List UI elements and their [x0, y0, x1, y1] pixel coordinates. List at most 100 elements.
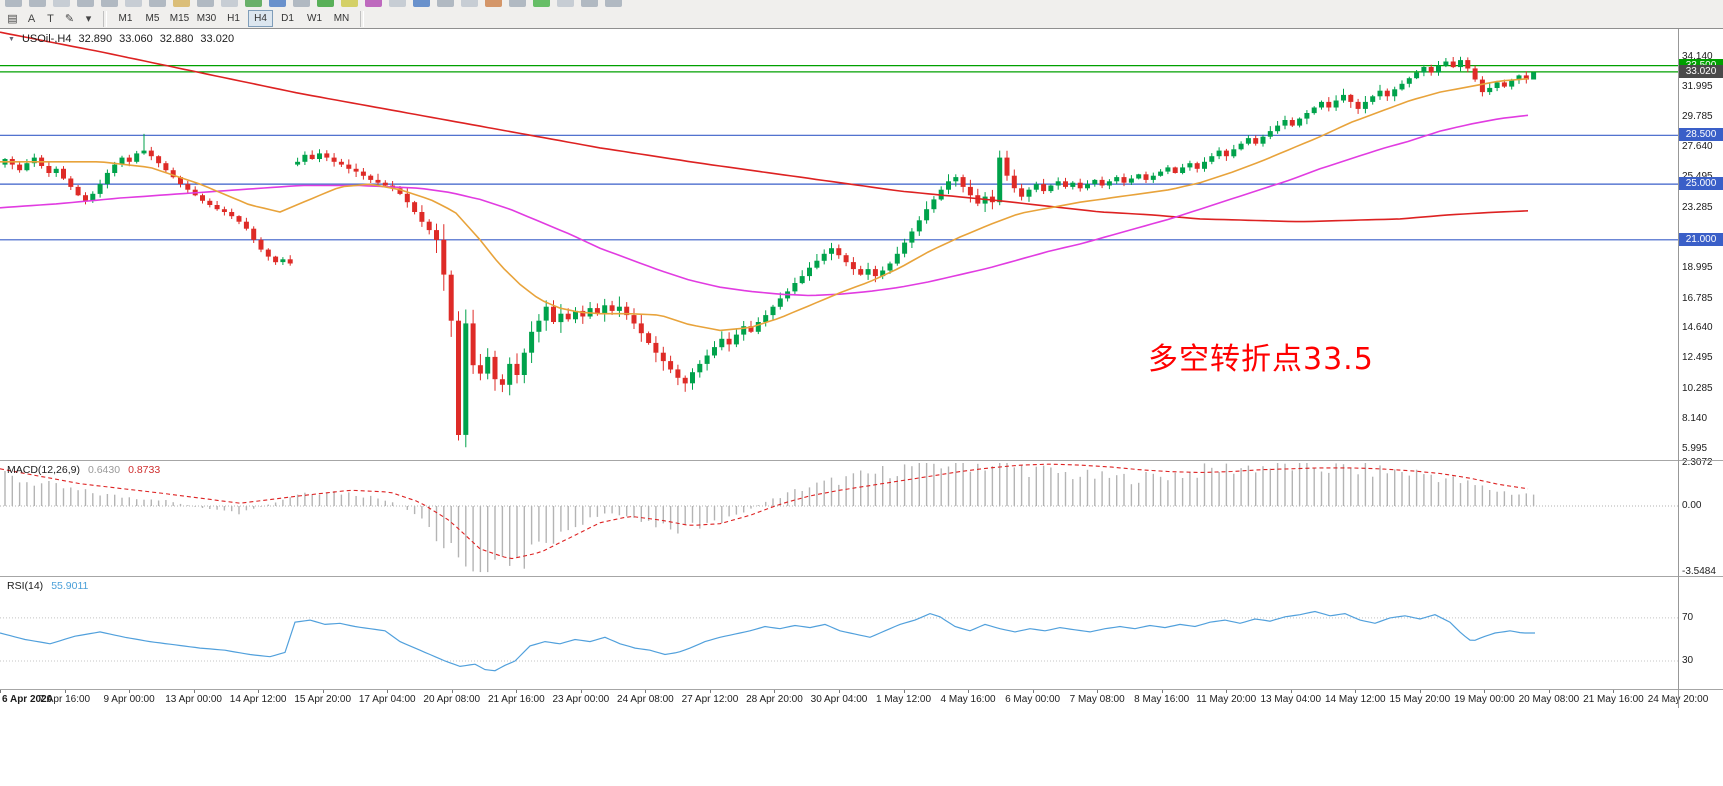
price-chart-canvas[interactable] — [0, 29, 1678, 460]
time-tick-mark — [193, 690, 195, 693]
draw-tools-button[interactable]: ✎ — [64, 13, 75, 25]
ma-line-medium[interactable] — [0, 114, 1529, 297]
chart-annotation-text[interactable]: 多空转折点33.5 — [1148, 342, 1374, 377]
candle-body — [265, 249, 271, 257]
chart-window-button[interactable]: ▤ — [7, 13, 18, 25]
timeframe-h1-button[interactable]: H1 — [227, 13, 240, 24]
timeframe-m5-button[interactable]: M5 — [145, 13, 160, 24]
cursor-mode-button[interactable]: A — [27, 12, 36, 25]
candle-body — [821, 253, 827, 261]
time-label: 19 May 00:00 — [1454, 694, 1515, 705]
candle-body — [924, 209, 930, 221]
candle-body — [1070, 182, 1076, 187]
timeframe-m30-button[interactable]: M30 — [196, 13, 217, 24]
candle-body — [967, 186, 973, 196]
rsi-label: RSI(14) — [7, 580, 44, 592]
candle-body — [1048, 185, 1054, 192]
price-tick-label: 25.495 — [1682, 171, 1713, 182]
toolbar-icon-clipped[interactable] — [197, 0, 214, 7]
ma-line-slow[interactable] — [0, 31, 1529, 223]
candle-body — [1472, 68, 1478, 80]
candle-body — [221, 209, 227, 212]
macd-canvas[interactable] — [0, 461, 1678, 576]
chart-dropdown-icon[interactable]: ▼ — [8, 35, 15, 43]
time-tick-mark — [1484, 690, 1486, 693]
toolbar-icon-clipped[interactable] — [221, 0, 238, 7]
text-tool-button[interactable]: T — [47, 12, 54, 25]
toolbar-icon-clipped[interactable] — [149, 0, 166, 7]
timeframe-h4-button[interactable]: H4 — [248, 10, 273, 27]
rsi-title: RSI(14) 55.9011 — [7, 580, 88, 592]
timeframe-m15-button[interactable]: M15 — [169, 13, 190, 24]
candle-body — [1238, 143, 1244, 150]
candle-body — [317, 153, 322, 159]
toolbar-icon-clipped[interactable] — [437, 0, 454, 7]
time-label: 6 Apr 2020 — [2, 694, 53, 705]
toolbar-icon-clipped[interactable] — [557, 0, 574, 7]
candle-body — [236, 216, 242, 222]
candle-body — [134, 153, 140, 162]
toolbar-icon-clipped[interactable] — [581, 0, 598, 7]
timeframe-m1-button[interactable]: M1 — [118, 13, 133, 24]
timeframe-w1-button[interactable]: W1 — [307, 13, 322, 24]
timeframe-group: M1 M5 M15 M30 H1 H4 D1 W1 MN — [112, 10, 355, 27]
draw-dropdown-button[interactable]: ▾ — [85, 13, 92, 25]
rsi-canvas[interactable] — [0, 577, 1678, 689]
toolbar-icon-clipped[interactable] — [269, 0, 286, 7]
toolbar-icon-clipped[interactable] — [461, 0, 478, 7]
toolbar-icon-clipped[interactable] — [389, 0, 406, 7]
candle-body — [207, 200, 213, 205]
candle-body — [17, 164, 23, 171]
timeframe-mn-button[interactable]: MN — [333, 13, 350, 24]
toolbar-icon-clipped[interactable] — [101, 0, 118, 7]
time-axis[interactable]: 6 Apr 2020 7 Apr 16:00 9 Apr 00:00 13 Apr 0… — [0, 690, 1723, 708]
candle-body — [1289, 120, 1295, 126]
candle-body — [90, 193, 96, 201]
price-axis[interactable]: 34.140 31.995 29.785 27.640 25.495 23.285 18.9… — [1679, 29, 1723, 460]
time-tick-mark — [968, 690, 970, 693]
macd-tick-label: -3.5484 — [1682, 566, 1716, 578]
toolbar-icon-clipped[interactable] — [413, 0, 430, 7]
toolbar-icon-clipped[interactable] — [293, 0, 310, 7]
rsi-axis[interactable]: 70 30 — [1679, 577, 1723, 689]
toolbar-icon-clipped[interactable] — [341, 0, 358, 7]
candle-body — [843, 255, 849, 263]
ma-line-fast[interactable] — [0, 77, 1529, 332]
candle-body — [456, 320, 461, 435]
toolbar-icon-clipped[interactable] — [317, 0, 334, 7]
toolbar-icon-clipped[interactable] — [29, 0, 46, 7]
timeframe-d1-button[interactable]: D1 — [281, 13, 294, 24]
candle-body — [470, 323, 476, 366]
candle-body — [1297, 118, 1303, 126]
toolbar-icon-clipped[interactable] — [173, 0, 190, 7]
time-label: 14 May 12:00 — [1324, 694, 1386, 705]
candle-body — [148, 150, 154, 157]
toolbar-icon-clipped[interactable] — [53, 0, 70, 7]
panel-separator[interactable] — [0, 576, 1723, 577]
candle-body — [814, 260, 820, 268]
macd-axis[interactable]: 2.3072 0.00 -3.5484 — [1679, 457, 1723, 578]
rsi-panel[interactable]: RSI(14) 55.9011 — [0, 577, 1678, 689]
time-tick-mark — [451, 690, 453, 693]
toolbar-icon-clipped[interactable] — [365, 0, 382, 7]
toolbar-icon-clipped[interactable] — [245, 0, 262, 7]
candle-body — [565, 313, 571, 320]
time-label: 20 Apr 08:00 — [423, 694, 481, 705]
toolbar-icon-clipped[interactable] — [509, 0, 526, 7]
toolbar-icon-clipped[interactable] — [533, 0, 550, 7]
toolbar: ▤ A T ✎ ▾ M1 M5 M15 M30 H1 H4 D1 W1 MN — [0, 0, 1723, 29]
toolbar-icon-clipped[interactable] — [125, 0, 142, 7]
macd-panel[interactable]: MACD(12,26,9) 0.6430 0.8733 — [0, 461, 1678, 576]
candle-body — [353, 168, 359, 172]
toolbar-icon-clipped[interactable] — [485, 0, 502, 7]
toolbar-icon-clipped[interactable] — [5, 0, 22, 7]
time-label: 8 May 16:00 — [1134, 694, 1190, 705]
toolbar-icon-clipped[interactable] — [77, 0, 94, 7]
price-chart-panel[interactable]: ▼ USOil-,H4 32.890 33.060 32.880 33.020 … — [0, 29, 1678, 460]
candle-body — [616, 306, 622, 311]
candle-body — [1443, 61, 1449, 66]
time-label: 15 Apr 20:00 — [294, 694, 352, 705]
panel-separator[interactable] — [0, 460, 1723, 461]
toolbar-icon-clipped[interactable] — [605, 0, 622, 7]
time-label: 23 Apr 00:00 — [552, 694, 610, 705]
